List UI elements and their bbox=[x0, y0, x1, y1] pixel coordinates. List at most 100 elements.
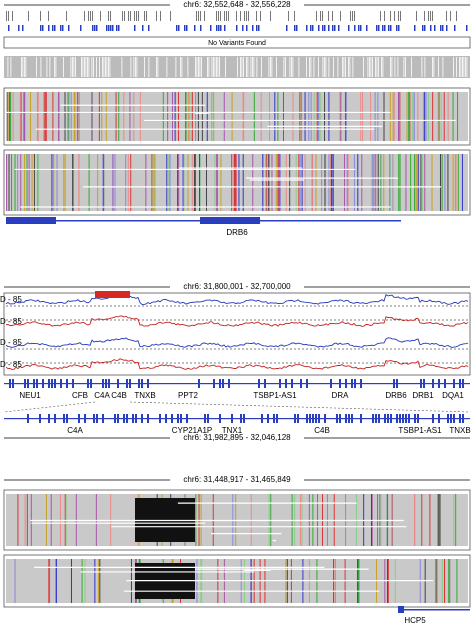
mismatch bbox=[268, 154, 270, 211]
coverage-bar bbox=[288, 11, 289, 21]
stripe bbox=[135, 57, 136, 77]
stripe bbox=[75, 57, 76, 77]
mismatch bbox=[315, 92, 317, 141]
stripe bbox=[207, 57, 208, 77]
mismatch bbox=[23, 92, 25, 141]
stripe bbox=[363, 57, 364, 77]
coverage-bar bbox=[380, 11, 381, 21]
mismatch bbox=[10, 92, 12, 141]
feature bbox=[338, 25, 340, 31]
coverage-bar bbox=[316, 11, 317, 21]
mismatch bbox=[81, 559, 83, 603]
feature bbox=[354, 25, 356, 31]
exon bbox=[297, 414, 299, 423]
mismatch bbox=[377, 154, 379, 211]
stripe bbox=[93, 57, 94, 77]
feature bbox=[92, 25, 94, 31]
coverage-bar bbox=[350, 11, 351, 21]
mismatch bbox=[214, 154, 216, 211]
mismatch bbox=[55, 559, 57, 603]
exon bbox=[336, 414, 338, 423]
stripe bbox=[241, 57, 243, 77]
mismatch bbox=[441, 559, 443, 603]
mismatch bbox=[28, 154, 30, 211]
exon bbox=[402, 414, 404, 423]
stripe bbox=[345, 57, 346, 77]
stripe bbox=[175, 57, 177, 77]
coverage-bar bbox=[134, 11, 135, 21]
ruler-bg bbox=[170, 0, 304, 10]
gene-label: TNXB bbox=[134, 391, 155, 400]
stripe bbox=[411, 57, 412, 77]
mismatch bbox=[300, 92, 302, 141]
feature bbox=[242, 25, 244, 31]
mismatch bbox=[262, 154, 264, 211]
mismatch bbox=[362, 92, 364, 141]
mismatch bbox=[191, 92, 193, 141]
exon bbox=[291, 379, 293, 388]
stripe bbox=[394, 57, 396, 77]
exon bbox=[186, 414, 188, 423]
feature bbox=[246, 25, 248, 31]
mismatch bbox=[436, 559, 438, 603]
mismatch bbox=[127, 154, 129, 211]
mismatch bbox=[243, 92, 245, 141]
mismatch bbox=[6, 154, 8, 211]
exon bbox=[48, 414, 50, 423]
feature bbox=[360, 25, 362, 31]
mismatch bbox=[406, 92, 408, 141]
feature bbox=[390, 25, 392, 31]
coverage-bar bbox=[160, 11, 161, 21]
mismatch bbox=[26, 154, 28, 211]
exon bbox=[306, 379, 308, 388]
mismatch bbox=[145, 154, 147, 211]
mismatch bbox=[52, 92, 54, 141]
mismatch bbox=[383, 92, 385, 141]
exon bbox=[159, 414, 161, 423]
feature bbox=[378, 25, 380, 31]
feature bbox=[430, 25, 432, 31]
mismatch bbox=[318, 92, 320, 141]
stripe bbox=[325, 57, 327, 77]
mismatch bbox=[151, 154, 153, 211]
mismatch bbox=[269, 92, 271, 141]
coverage-bar bbox=[320, 11, 321, 21]
coverage-bar bbox=[328, 11, 329, 21]
gene-labels: NEU1 CFB C4A C4B TNXB PPT2 TSBP1-AS1 DRA DRB6 DRB… bbox=[19, 391, 470, 435]
feature bbox=[434, 25, 436, 31]
stripe bbox=[10, 57, 12, 77]
exon bbox=[438, 379, 440, 388]
mismatch bbox=[206, 92, 208, 141]
mismatch bbox=[440, 92, 442, 141]
exon bbox=[398, 606, 404, 613]
coverage-bar bbox=[260, 11, 261, 21]
mismatch bbox=[19, 92, 21, 141]
mismatch bbox=[70, 92, 72, 141]
coverage-bar bbox=[220, 11, 221, 21]
exon bbox=[231, 414, 233, 423]
mismatch bbox=[205, 154, 207, 211]
exon bbox=[345, 414, 347, 423]
exon bbox=[102, 379, 104, 388]
exon bbox=[180, 414, 182, 423]
coverage-bar bbox=[144, 11, 145, 21]
exon bbox=[141, 414, 143, 423]
mismatch bbox=[178, 154, 180, 211]
mismatch bbox=[383, 154, 385, 211]
mismatch bbox=[449, 559, 451, 603]
mismatch bbox=[266, 154, 268, 211]
signal bbox=[5, 358, 469, 370]
variant-box bbox=[3, 36, 471, 49]
feature bbox=[118, 25, 120, 31]
exon bbox=[453, 414, 455, 423]
feature bbox=[332, 25, 334, 31]
mismatch bbox=[125, 154, 127, 211]
coverage-bar bbox=[146, 11, 147, 21]
stripe bbox=[370, 57, 372, 77]
exon bbox=[447, 414, 449, 423]
mismatch bbox=[91, 92, 93, 141]
mismatch bbox=[174, 92, 176, 141]
mismatch bbox=[373, 154, 375, 211]
stripe bbox=[252, 57, 253, 77]
mismatch bbox=[168, 154, 170, 211]
